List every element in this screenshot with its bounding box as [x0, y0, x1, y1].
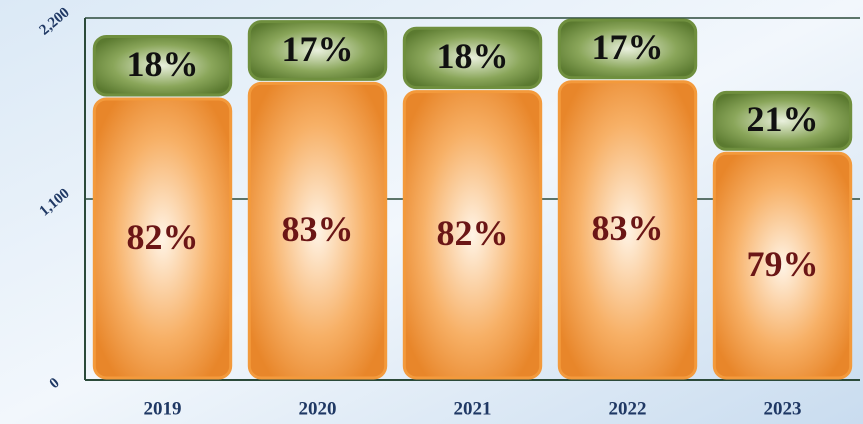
x-tick-label: 2023: [764, 398, 802, 419]
x-tick-label: 2019: [144, 398, 182, 419]
data-label: 82%: [437, 213, 509, 253]
data-label: 82%: [127, 217, 199, 257]
bar-segment: [402, 26, 543, 90]
bar-segment: [247, 81, 388, 380]
x-tick-label: 2021: [454, 398, 492, 419]
data-label: 17%: [592, 27, 664, 67]
data-label: 83%: [282, 209, 354, 249]
data-label: 18%: [437, 36, 509, 76]
data-label: 21%: [747, 99, 819, 139]
data-label: 18%: [127, 44, 199, 84]
x-tick-label: 2020: [299, 398, 337, 419]
data-label: 83%: [592, 208, 664, 248]
bar-segment: [712, 90, 853, 151]
bar-segment: [557, 18, 698, 80]
bar-segment: [247, 20, 388, 81]
data-label: 17%: [282, 29, 354, 69]
data-label: 79%: [747, 244, 819, 284]
x-tick-label: 2022: [609, 398, 647, 419]
bar-segment: [557, 80, 698, 380]
bar-segment: [92, 97, 233, 380]
bar-segment: [402, 90, 543, 380]
bar-segment: [92, 34, 233, 97]
bar-segment: [712, 151, 853, 380]
